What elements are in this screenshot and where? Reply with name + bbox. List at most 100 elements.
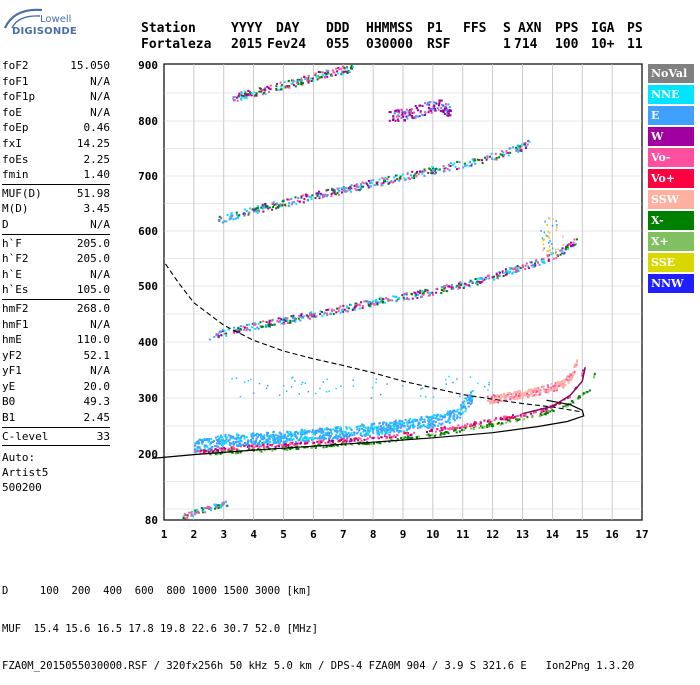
echo-point	[312, 442, 314, 445]
echo-point	[440, 429, 443, 432]
echo-point	[235, 377, 238, 379]
echo-point	[391, 435, 394, 438]
echo-point	[283, 81, 286, 84]
echo-point	[572, 374, 575, 377]
echo-point	[502, 275, 505, 277]
echo-point	[320, 439, 323, 442]
echo-point	[429, 430, 431, 433]
echo-point	[452, 381, 454, 384]
echo-point	[427, 111, 430, 114]
echo-point	[470, 394, 472, 397]
param-value: 15.050	[70, 59, 110, 72]
echo-point	[467, 402, 469, 405]
echo-point	[499, 416, 502, 419]
echo-point	[410, 292, 413, 295]
echo-point	[453, 429, 456, 432]
echo-point	[552, 387, 554, 390]
echo-point	[522, 392, 525, 395]
echo-point	[566, 396, 569, 399]
echo-point	[541, 237, 544, 240]
echo-point	[409, 417, 412, 420]
echo-point	[256, 205, 259, 208]
echo-point	[405, 421, 408, 424]
echo-point	[497, 422, 500, 424]
echo-point	[500, 393, 503, 396]
echo-point	[411, 112, 414, 115]
echo-point	[353, 184, 356, 187]
echo-point	[272, 206, 275, 208]
echo-point	[223, 329, 226, 332]
echo-point	[260, 445, 263, 448]
param-row: yF2 52.1	[2, 348, 110, 364]
echo-point	[441, 110, 444, 113]
echo-point	[236, 329, 239, 331]
echo-point	[378, 178, 381, 181]
echo-point	[489, 420, 492, 423]
echo-point	[539, 391, 542, 394]
x-tick-label: 4	[250, 528, 257, 541]
echo-point	[386, 436, 389, 439]
echo-point	[430, 417, 433, 420]
param-label: h`F2	[2, 252, 29, 266]
echo-point	[542, 413, 545, 416]
echo-point	[578, 396, 581, 399]
echo-point	[388, 431, 391, 434]
echo-point	[445, 383, 447, 385]
echo-point	[260, 206, 263, 209]
echo-point	[435, 167, 438, 170]
echo-point	[238, 442, 241, 445]
param-row: foF1p N/A	[2, 89, 110, 105]
echo-point	[260, 89, 263, 92]
echo-point	[521, 143, 524, 146]
echo-point	[332, 436, 335, 439]
echo-point	[443, 427, 446, 430]
echo-point	[532, 391, 535, 394]
x-tick-label: 15	[576, 528, 589, 541]
echo-point	[235, 448, 238, 451]
echo-point	[291, 377, 293, 379]
param-label: h`E	[2, 267, 22, 281]
echo-point	[369, 434, 372, 437]
echo-point	[434, 421, 437, 424]
echo-point	[291, 441, 294, 444]
echo-point	[266, 439, 269, 442]
echo-point	[337, 310, 340, 313]
echo-point	[528, 388, 531, 391]
echo-point	[336, 430, 339, 433]
echo-point	[453, 409, 455, 412]
echo-point	[384, 430, 387, 433]
echo-point	[410, 110, 412, 113]
echo-point	[517, 390, 520, 393]
echo-point	[194, 509, 197, 512]
echo-point	[318, 195, 321, 198]
echo-point	[247, 379, 250, 382]
echo-point	[440, 432, 443, 434]
echo-point	[260, 450, 263, 453]
echo-point	[288, 437, 291, 440]
echo-point	[284, 86, 287, 89]
echo-point	[356, 428, 359, 431]
echo-point	[543, 247, 545, 250]
echo-point	[341, 73, 344, 75]
echo-point	[480, 280, 483, 283]
echo-point	[561, 384, 564, 387]
echo-point	[546, 408, 549, 411]
param-label: yF2	[2, 348, 22, 362]
echo-point	[220, 447, 223, 450]
echo-point	[283, 445, 286, 447]
param-row: yE 20.0	[2, 379, 110, 395]
echo-point	[300, 428, 303, 431]
echo-point	[333, 189, 336, 192]
echo-point	[499, 423, 502, 426]
echo-point	[458, 427, 461, 429]
echo-point	[245, 210, 248, 213]
echo-point	[224, 433, 227, 436]
echo-point	[526, 390, 529, 393]
echo-point	[394, 110, 397, 112]
echo-point	[424, 395, 427, 398]
echo-point	[443, 113, 446, 115]
echo-point	[323, 195, 326, 198]
echo-point	[501, 395, 504, 398]
echo-point	[413, 177, 416, 179]
echo-point	[483, 278, 486, 281]
